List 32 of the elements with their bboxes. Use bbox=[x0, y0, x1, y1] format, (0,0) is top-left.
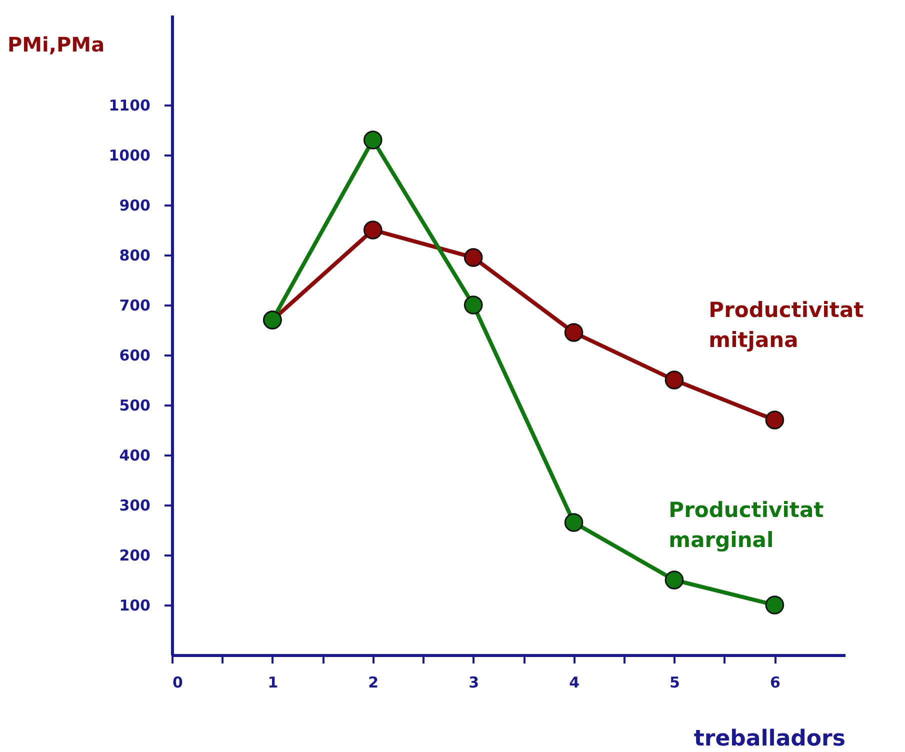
y-tick-label: 100 bbox=[119, 596, 150, 614]
y-tick-label: 500 bbox=[119, 396, 150, 414]
x-tick-label: 1 bbox=[268, 674, 278, 692]
x-tick-label: 4 bbox=[569, 674, 580, 692]
x-tick-label: 6 bbox=[770, 674, 780, 692]
point bbox=[765, 410, 784, 430]
x-tick-label: 0 bbox=[172, 674, 183, 692]
series-label: Productivitat marginal bbox=[668, 498, 824, 552]
series-label: Productivitat mitjana bbox=[708, 298, 864, 352]
y-tick-label: 200 bbox=[119, 546, 150, 564]
point bbox=[464, 248, 483, 267]
x-tick-label: 3 bbox=[468, 674, 480, 692]
y-tick-label: 800 bbox=[119, 246, 150, 264]
y-tick-label: 1100 bbox=[108, 96, 150, 114]
point bbox=[564, 323, 584, 342]
y-tick-label: 300 bbox=[119, 496, 150, 514]
point bbox=[765, 596, 784, 614]
point bbox=[664, 370, 684, 390]
x-tick-label: 5 bbox=[670, 674, 680, 692]
x-axis-title: treballadors bbox=[694, 726, 846, 752]
y-tick-label: 1000 bbox=[108, 146, 150, 164]
y-tick-label: 400 bbox=[119, 446, 150, 464]
point bbox=[564, 513, 584, 532]
y-tick-label: 600 bbox=[119, 346, 150, 364]
point bbox=[363, 130, 382, 150]
point bbox=[464, 296, 483, 314]
x-tick-label: 2 bbox=[368, 674, 379, 692]
y-axis-title: PMi,PMa bbox=[8, 32, 105, 56]
point bbox=[363, 220, 382, 240]
y-tick-label: 700 bbox=[119, 296, 150, 314]
y-tick-label: 900 bbox=[119, 196, 150, 214]
point bbox=[664, 570, 684, 590]
